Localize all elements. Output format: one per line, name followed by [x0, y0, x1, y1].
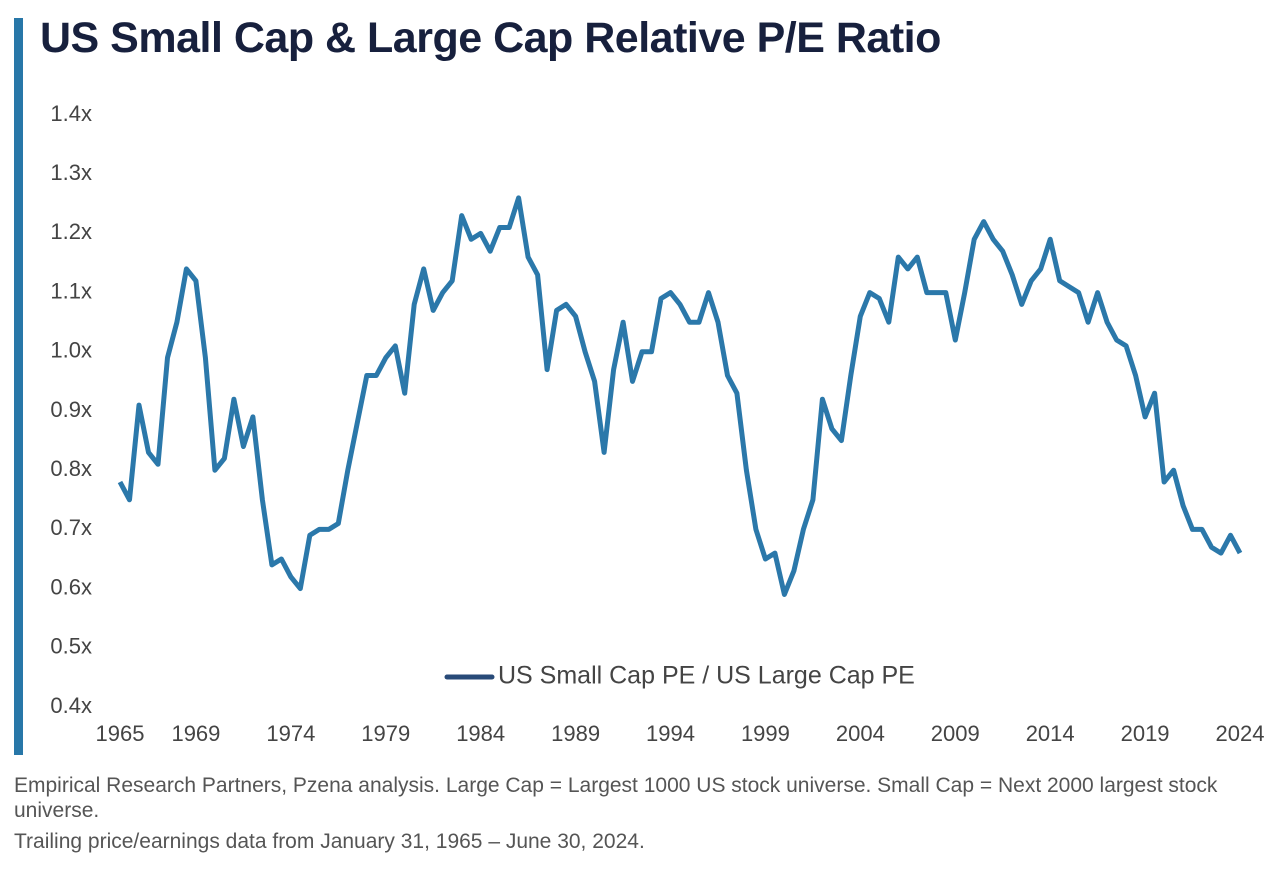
footnote: Empirical Research Partners, Pzena analy… — [14, 774, 1218, 822]
legend-label: US Small Cap PE / US Large Cap PE — [498, 662, 915, 690]
y-tick-label: 1.0x — [50, 338, 92, 363]
x-tick-label: 2024 — [1216, 721, 1265, 746]
data-line — [117, 195, 1243, 597]
y-tick-label: 0.9x — [50, 397, 92, 422]
y-tick-label: 0.6x — [50, 574, 92, 599]
footnotes: Empirical Research Partners, Pzena analy… — [14, 773, 1234, 860]
x-tick-label: 1969 — [171, 721, 220, 746]
y-tick-label: 1.3x — [50, 160, 92, 185]
footnote: Trailing price/earnings data from Januar… — [14, 830, 645, 853]
y-tick-label: 0.7x — [50, 515, 92, 540]
y-tick-label: 1.2x — [50, 219, 92, 244]
x-tick-label: 1965 — [96, 721, 145, 746]
x-tick-label: 1979 — [361, 721, 410, 746]
x-tick-label: 2014 — [1026, 721, 1075, 746]
x-tick-label: 1974 — [266, 721, 315, 746]
x-tick-label: 2009 — [931, 721, 980, 746]
accent-bar — [14, 18, 23, 755]
x-tick-label: 2019 — [1121, 721, 1170, 746]
x-tick-label: 1999 — [741, 721, 790, 746]
y-tick-label: 0.8x — [50, 456, 92, 481]
x-tick-label: 1984 — [456, 721, 505, 746]
x-tick-label: 1994 — [646, 721, 695, 746]
x-tick-label: 2004 — [836, 721, 885, 746]
y-tick-label: 0.5x — [50, 634, 92, 659]
y-tick-label: 1.4x — [50, 101, 92, 126]
chart-title: US Small Cap & Large Cap Relative P/E Ra… — [40, 14, 941, 62]
x-tick-label: 1989 — [551, 721, 600, 746]
y-tick-label: 0.4x — [50, 693, 92, 718]
y-tick-label: 1.1x — [50, 278, 92, 303]
